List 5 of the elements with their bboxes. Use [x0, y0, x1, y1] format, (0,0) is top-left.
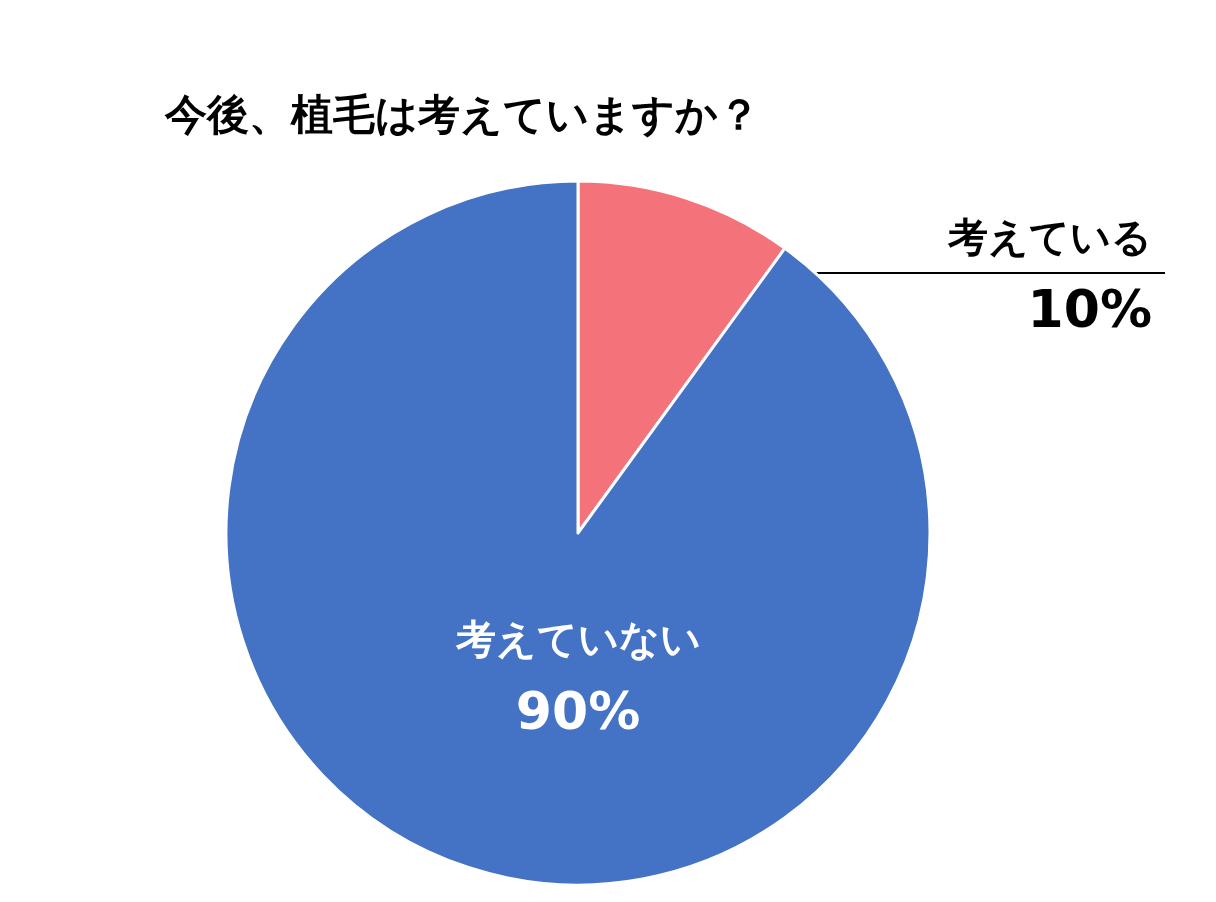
slice-label: 考えている: [947, 214, 1152, 260]
chart-title: 今後、植毛は考えていますか？: [164, 89, 760, 139]
slice-label: 考えていない: [454, 616, 701, 662]
data-label: 10%: [1027, 279, 1152, 339]
data-label: 90%: [515, 681, 641, 741]
